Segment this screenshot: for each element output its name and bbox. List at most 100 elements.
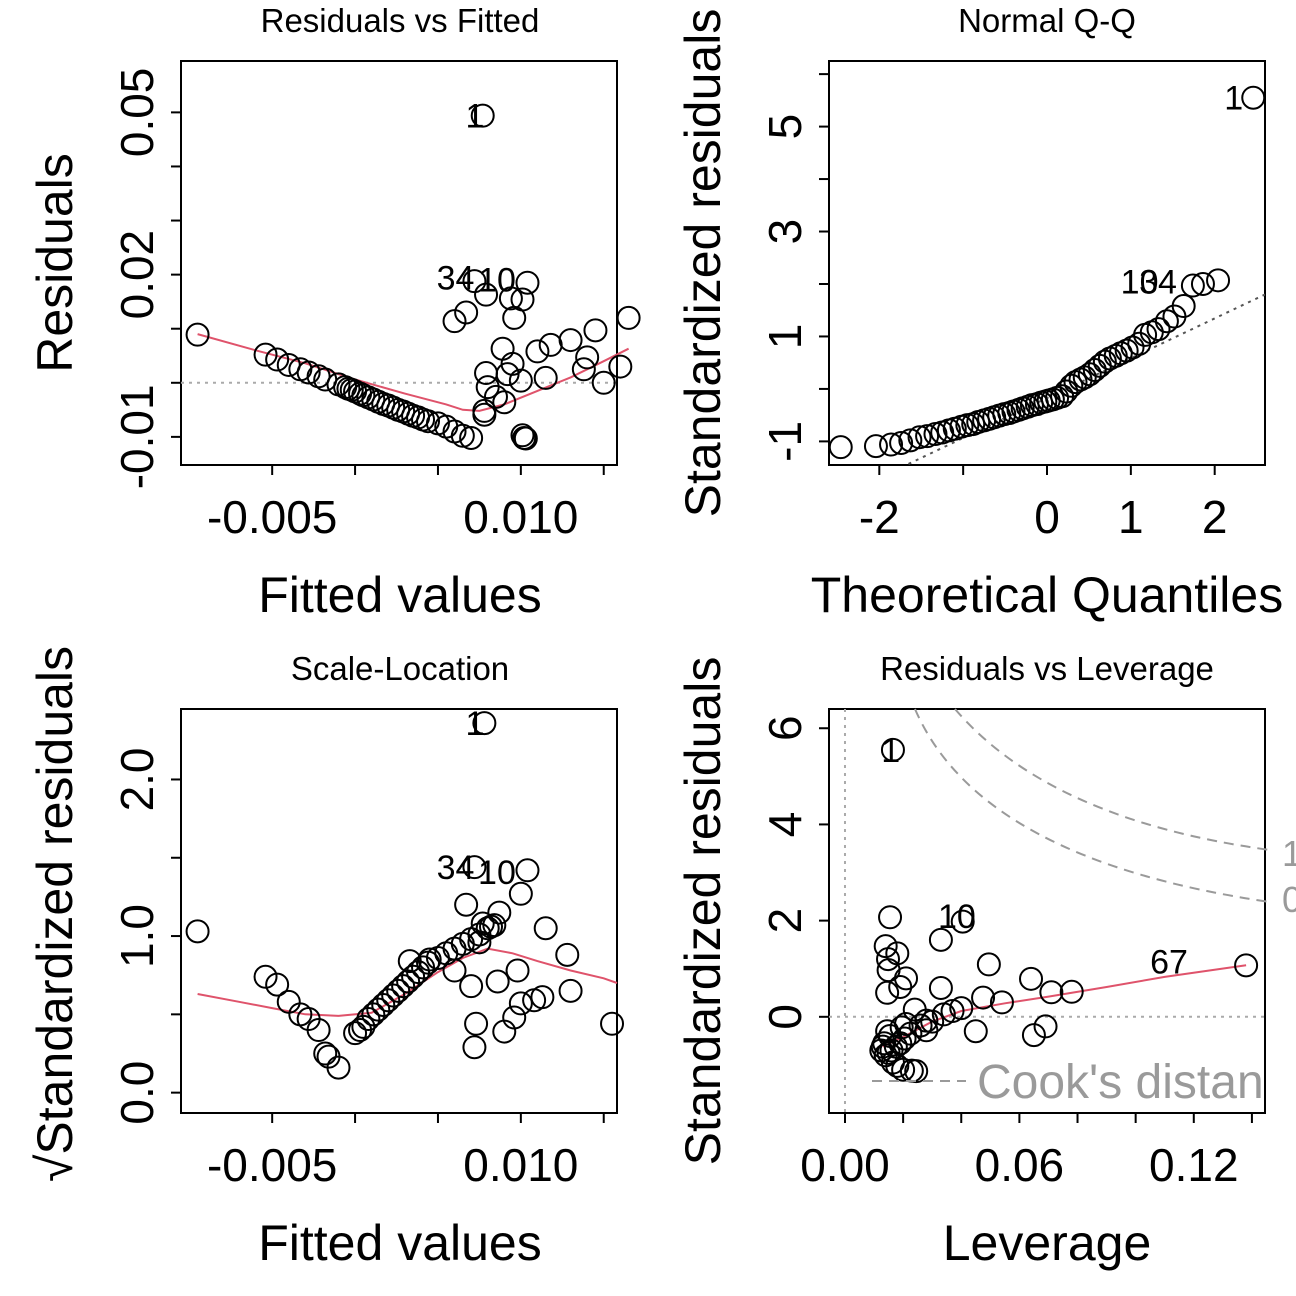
p3-point-0 [185, 919, 210, 944]
p4-point-label-1: 10 [938, 898, 976, 936]
p1-point-44 [483, 384, 508, 409]
p3-point-49 [459, 974, 484, 999]
p1-x-tick-label-0: -0.005 [207, 491, 337, 543]
p1-point-51 [538, 332, 563, 357]
panel4-title: Residuals vs Leverage [880, 650, 1214, 687]
p1-point-1 [253, 342, 278, 367]
p3-point-52 [464, 1011, 489, 1036]
p3-point-39 [470, 911, 495, 936]
panel3-y-axis-label: √Standardized residuals [27, 646, 83, 1182]
p1-point-57 [591, 370, 616, 395]
p2-point-6 [915, 424, 940, 449]
p1-point-47 [490, 336, 515, 361]
p2-point-56 [1206, 268, 1231, 293]
p2-point-3 [889, 430, 914, 455]
panel-residuals-vs-fitted: Residuals vs Fitted Fitted values Residu… [27, 2, 641, 623]
panel1-y-axis-label: Residuals [27, 153, 83, 373]
p4-point-17 [1039, 980, 1064, 1005]
panel2-title: Normal Q-Q [958, 2, 1136, 39]
p1-point-31 [450, 423, 475, 448]
p4-x-tick-label-1: 0.06 [975, 1139, 1065, 1191]
p4-x-tick-label-0: 0.00 [800, 1139, 890, 1191]
p3-smooth-curve [197, 947, 618, 1017]
p4-point-11 [950, 909, 975, 934]
p3-point-58 [417, 947, 442, 972]
p4-point-10 [928, 927, 953, 952]
p1-point-61 [498, 286, 523, 311]
p3-point-1 [253, 964, 278, 989]
panel1-points [185, 103, 641, 451]
p4-point-16 [1019, 966, 1044, 991]
p4-point-15 [989, 990, 1014, 1015]
p3-point-53 [462, 1035, 487, 1060]
p1-point-0 [185, 322, 210, 347]
p1-point-2 [265, 347, 290, 372]
p4-point-2 [873, 934, 898, 959]
p2-point-label-2: 34 [1139, 263, 1177, 301]
p1-x-tick-label-1: 0.010 [463, 491, 578, 543]
p4-point-14 [971, 985, 996, 1010]
p1-point-55 [571, 357, 596, 382]
p1-y-tick-label-1: 0.02 [111, 230, 163, 320]
panel1-plot-frame [180, 60, 618, 466]
panel4-y-axis-label: Standardized residuals [675, 657, 731, 1166]
p3-point-44 [558, 978, 583, 1003]
p1-point-39 [474, 282, 499, 307]
p3-point-56 [508, 991, 533, 1016]
p2-point-5 [907, 425, 932, 450]
p1-point-62 [510, 423, 535, 448]
p4-point-26 [902, 997, 927, 1022]
p3-point-36 [462, 855, 487, 880]
p1-point-54 [575, 345, 600, 370]
p4-point-0 [880, 737, 905, 762]
p1-point-50 [525, 339, 550, 364]
panel4-plot-frame [828, 708, 1266, 1114]
p2-point-1 [863, 434, 888, 459]
p3-point-46 [522, 988, 547, 1013]
panel4-axes: 0.00 0.06 0.12 0 2 4 6 [759, 715, 1253, 1191]
p3-point-42 [533, 916, 558, 941]
panel4-points [869, 737, 1259, 1084]
p3-point-34 [482, 913, 507, 938]
p1-point-label-2: 10 [478, 261, 516, 299]
p1-point-34 [472, 398, 497, 423]
panel4-legend: Cook's distance [872, 1056, 1265, 1109]
panel3-smooth-line [197, 947, 618, 1017]
p3-point-47 [505, 958, 530, 983]
p3-x-tick-label-1: 0.010 [463, 1139, 578, 1191]
p1-point-37 [515, 270, 540, 295]
p3-point-59 [397, 949, 422, 974]
p2-point-41 [1092, 349, 1117, 374]
panel-residuals-vs-leverage: Residuals vs Leverage Leverage Standardi… [675, 650, 1296, 1271]
panel4-x-axis-label: Leverage [943, 1215, 1152, 1271]
p2-point-2 [879, 432, 904, 457]
p4-y-tick-label-1: 2 [759, 908, 811, 934]
p2-point-33 [1054, 379, 1079, 404]
p4-y-tick-label-3: 6 [759, 715, 811, 741]
panel1-axes: -0.005 0.010 -0.01 0.02 0.05 [111, 68, 605, 543]
p3-point-48 [485, 969, 510, 994]
p3-point-38 [454, 892, 479, 917]
p3-point-label-1: 34 [437, 849, 475, 887]
p3-y-tick-label-2: 2.0 [111, 747, 163, 811]
panel3-point-labels: 1 34 10 [437, 705, 516, 892]
p1-point-41 [442, 309, 467, 334]
p3-point-7 [313, 1041, 338, 1066]
p3-point-3 [276, 989, 301, 1014]
panel3-points [185, 711, 625, 1080]
p1-point-5 [296, 360, 321, 385]
panel1-smooth-line [197, 333, 630, 412]
cook-contour-level-0: 0 [1282, 879, 1296, 920]
p3-y-tick-label-1: 1.0 [111, 904, 163, 968]
p2-point-50 [1146, 317, 1171, 342]
p1-point-35 [470, 103, 495, 128]
panel2-points [828, 85, 1266, 460]
p3-point-2 [265, 972, 290, 997]
panel3-x-axis-label: Fitted values [258, 1215, 541, 1271]
panel1-title: Residuals vs Fitted [261, 2, 540, 39]
p3-point-43 [555, 942, 580, 967]
p1-y-tick-label-0: -0.01 [111, 384, 163, 489]
p1-point-49 [508, 368, 533, 393]
p4-point-48 [1234, 953, 1259, 978]
